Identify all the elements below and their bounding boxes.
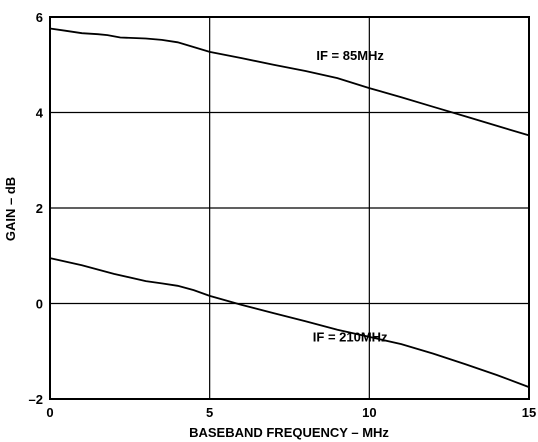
- series-annotation: IF = 210MHz: [313, 330, 388, 345]
- series-line-2: [49, 257, 530, 388]
- y-tick-label: 0: [36, 297, 43, 312]
- series-line-1: [49, 27, 530, 137]
- x-tick-label: 10: [362, 405, 376, 420]
- x-tick-label: 0: [46, 405, 53, 420]
- x-tick-label: 5: [206, 405, 213, 420]
- y-axis-label: GAIN – dB: [3, 177, 18, 241]
- series-annotation: IF = 85MHz: [316, 48, 384, 63]
- plot-frame: [49, 16, 530, 400]
- series-lines: [49, 27, 530, 388]
- annotations: IF = 85MHz IF = 210MHz: [313, 48, 388, 345]
- y-tick-label: 6: [36, 10, 43, 25]
- y-tick-label: –2: [29, 392, 43, 407]
- x-tick-label: 15: [522, 405, 536, 420]
- x-axis-label: BASEBAND FREQUENCY – MHz: [189, 425, 389, 440]
- y-tick-label: 4: [36, 106, 44, 121]
- y-tick-label: 2: [36, 201, 43, 216]
- grid: [50, 17, 529, 399]
